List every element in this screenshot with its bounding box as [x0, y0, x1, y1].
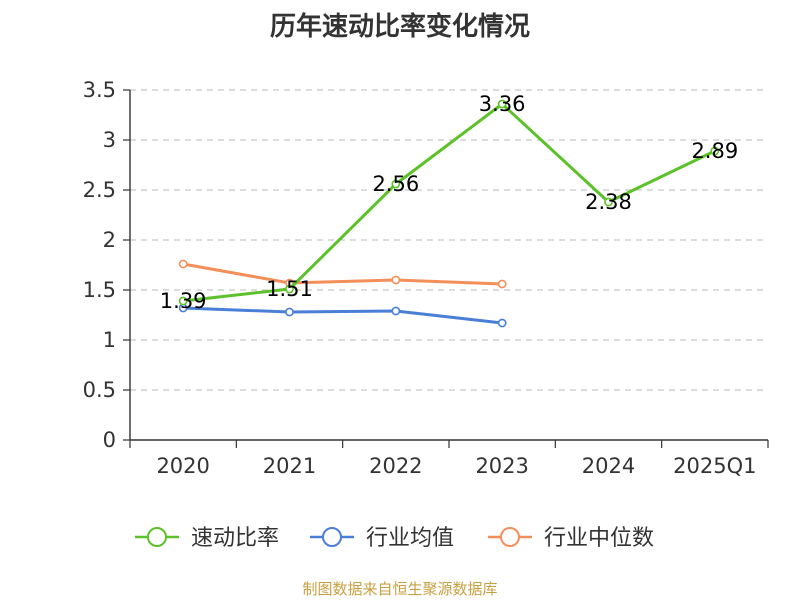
legend-marker-icon	[147, 527, 167, 547]
legend-label: 行业中位数	[544, 526, 654, 551]
data-label: 3.36	[479, 92, 526, 116]
data-point	[285, 307, 294, 317]
x-tick-label: 2022	[369, 454, 422, 478]
y-tick-label: 3	[103, 128, 116, 152]
legend-marker-icon	[500, 527, 520, 547]
axes: 0 0.5 1 1.5 2 2.5 3 3.5 2020 2021 2022 2023 2024 2025…	[83, 78, 769, 478]
grid-lines	[130, 89, 768, 391]
data-point	[178, 296, 188, 306]
legend-label: 速动比率	[191, 526, 279, 551]
data-point	[497, 318, 507, 328]
series-line	[183, 306, 503, 325]
x-tick-label: 2021	[263, 454, 316, 478]
x-tick-label: 2025Q1	[673, 454, 756, 478]
legend-item[interactable]: 行业中位数	[488, 526, 654, 551]
legend-item[interactable]: 行业均值	[310, 526, 454, 551]
data-label: 2.89	[691, 139, 738, 163]
data-labels: 1.39 1.51 2.56 3.36 2.38 2.89	[160, 92, 738, 313]
legend-label: 行业均值	[366, 526, 454, 551]
data-point	[497, 99, 507, 109]
y-tick-label: 1	[103, 328, 116, 352]
data-point	[391, 179, 401, 189]
chart-title: 历年速动比率变化情况	[269, 12, 530, 42]
x-tick-label: 2020	[156, 454, 209, 478]
x-tick-label: 2023	[475, 454, 528, 478]
data-label: 1.39	[160, 289, 207, 313]
series-line	[182, 262, 503, 286]
legend-marker-icon	[322, 527, 342, 547]
legend-item[interactable]: 速动比率	[135, 526, 279, 551]
data-point	[604, 197, 613, 207]
y-tick-label: 3.5	[83, 78, 116, 102]
data-point	[497, 279, 507, 289]
data-point	[178, 259, 188, 269]
data-label: 2.56	[372, 172, 419, 196]
data-label: 1.51	[266, 277, 313, 301]
data-point	[391, 306, 401, 316]
y-tick-label: 2.5	[83, 178, 116, 202]
x-tick-label: 2024	[582, 454, 635, 478]
legend[interactable]: 速动比率 行业均值 行业中位数	[135, 526, 654, 551]
data-point	[391, 275, 401, 285]
source-note: 制图数据来自恒生聚源数据库	[302, 580, 498, 598]
series-lines	[178, 99, 720, 328]
data-point	[710, 146, 720, 156]
data-label: 2.38	[585, 190, 632, 214]
y-tick-label: 1.5	[83, 278, 116, 302]
y-tick-label: 0	[103, 428, 116, 452]
y-tick-label: 2	[103, 228, 116, 252]
data-point	[285, 284, 294, 294]
series-line	[182, 102, 716, 303]
y-tick-label: 0.5	[83, 378, 116, 402]
